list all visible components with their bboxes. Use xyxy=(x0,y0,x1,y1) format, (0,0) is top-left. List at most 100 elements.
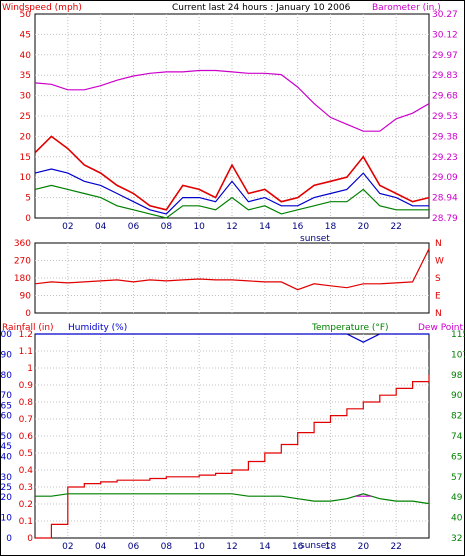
baro-tick-label: 29.83 xyxy=(432,71,458,81)
humidity-tick-label: 65 xyxy=(1,401,12,411)
humidity-tick-label: 70 xyxy=(1,391,13,401)
direction-tick-label: 0 xyxy=(25,309,31,319)
wind-tick-label: 35 xyxy=(20,71,31,81)
rain-tick-label: 0.8 xyxy=(19,398,34,408)
humidity-tick-label: 20 xyxy=(1,493,13,503)
direction-line xyxy=(34,248,430,291)
temp-tick-label: 74 xyxy=(451,432,463,442)
chart-title: Current last 24 hours : January 10 2006 xyxy=(172,3,351,13)
direction-series xyxy=(34,248,430,291)
temp-tick-label: 32 xyxy=(451,534,462,544)
direction-tick-label: 90 xyxy=(20,292,32,302)
baro-axis-label: Barometer (in.) xyxy=(372,3,441,13)
series-line-2 xyxy=(34,184,429,219)
temp-tick-label: 57 xyxy=(451,473,462,483)
rain-tick-label: 0.2 xyxy=(19,500,33,510)
baro-tick-label: 28.94 xyxy=(432,194,458,204)
direction-tick-label: 270 xyxy=(14,257,31,267)
x-tick-label: 06 xyxy=(128,222,140,232)
direction-tick-label: 180 xyxy=(14,274,31,284)
series-line-1 xyxy=(34,168,429,215)
sunset-label-top: sunset xyxy=(300,234,330,244)
rain-tick-label: 1.1 xyxy=(19,347,33,357)
wind-tick-label: 10 xyxy=(20,173,32,183)
x-tick-label: 22 xyxy=(390,542,401,552)
humidity-tick-label: 45 xyxy=(1,442,12,452)
x-tick-label: 16 xyxy=(292,542,304,552)
rain-tick-label: 1.2 xyxy=(19,330,33,340)
x-tick-label: 10 xyxy=(193,542,205,552)
x-tick-label: 18 xyxy=(325,542,337,552)
baro-y-axis-ticks: 28.79 28.94 29.09 29.23 29.38 29.53 29.68 29.83… xyxy=(432,10,458,224)
temp-tick-label: 98 xyxy=(451,371,463,381)
compass-tick-label: N xyxy=(435,309,442,319)
humidity-tick-label: 50 xyxy=(1,432,13,442)
humidity-tick-label: 40 xyxy=(1,452,13,462)
humidity-tick-label: 30 xyxy=(1,473,13,483)
rain-tick-label: 0.4 xyxy=(19,466,34,476)
compass-tick-label: E xyxy=(435,292,441,302)
series-line-p3-1 xyxy=(35,333,429,343)
x-tick-label: 08 xyxy=(161,542,173,552)
compass-tick-label: N xyxy=(435,239,442,249)
sunset-label-bottom: sunset xyxy=(300,541,330,551)
rain-temp-series xyxy=(35,333,430,539)
baro-tick-label: 28.79 xyxy=(432,214,458,224)
wind-tick-label: 30 xyxy=(20,92,32,102)
series-line-p3-0 xyxy=(35,374,430,539)
x-tick-label: 04 xyxy=(95,222,107,232)
x-tick-label: 12 xyxy=(226,542,237,552)
baro-tick-label: 29.23 xyxy=(432,153,458,163)
direction-y-axis-ticks: 0 90 180 270 360 xyxy=(14,239,31,319)
x-tick-label: 20 xyxy=(358,222,370,232)
x-tick-label: 02 xyxy=(62,222,73,232)
temp-tick-label: 65 xyxy=(451,452,462,462)
x-tick-label: 20 xyxy=(358,542,370,552)
humidity-tick-label: 0 xyxy=(6,534,12,544)
rain-tick-label: 0.3 xyxy=(19,483,33,493)
wind-y-axis-ticks: 0 5 10 15 20 25 30 35 40 45 50 xyxy=(20,10,32,224)
temp-tick-label: 40 xyxy=(451,514,463,524)
series-line-p3-2 xyxy=(35,493,430,505)
rain-tick-label: 0.5 xyxy=(19,449,33,459)
temp-tick-label: 107 xyxy=(451,350,465,360)
wind-tick-label: 5 xyxy=(25,194,31,204)
x-tick-label: 18 xyxy=(325,222,337,232)
dew-axis-label: Dew Point xyxy=(418,323,464,333)
baro-tick-label: 29.38 xyxy=(432,132,458,142)
rain-tick-label: 0 xyxy=(27,534,33,544)
rain-tick-label: 0.9 xyxy=(19,381,34,391)
temp-y-axis-ticks: 32 40 49 57 65 74 82 90 98 107 115 xyxy=(451,330,465,544)
humidity-tick-label: 60 xyxy=(1,412,13,422)
temp-tick-label: 49 xyxy=(451,493,463,503)
temp-tick-label: 115 xyxy=(451,330,465,340)
x-axis-ticks-top: 02 04 06 08 10 12 14 16 18 20 22 xyxy=(62,222,402,232)
temp-tick-label: 90 xyxy=(451,391,463,401)
rain-tick-label: 0.7 xyxy=(19,415,33,425)
x-tick-label: 10 xyxy=(193,222,205,232)
humidity-tick-label: 25 xyxy=(1,483,12,493)
baro-tick-label: 30.27 xyxy=(432,10,458,20)
x-tick-label: 02 xyxy=(62,542,73,552)
x-tick-label: 08 xyxy=(161,222,173,232)
baro-tick-label: 29.09 xyxy=(432,173,458,183)
x-tick-label: 06 xyxy=(128,542,140,552)
baro-tick-label: 29.68 xyxy=(432,92,458,102)
baro-tick-label: 29.97 xyxy=(432,51,458,61)
wind-axis-label: Windspeed (mph) xyxy=(2,3,82,13)
x-tick-label: 04 xyxy=(95,542,107,552)
humidity-tick-label: 10 xyxy=(1,514,13,524)
temp-axis-label: Temperature (°F) xyxy=(311,323,389,333)
humidity-axis-label: Humidity (%) xyxy=(68,323,127,333)
direction-tick-label: 360 xyxy=(14,239,31,249)
wind-tick-label: 50 xyxy=(20,10,32,20)
x-axis-ticks-bottom: 02 04 06 08 10 12 14 16 18 20 22 xyxy=(62,542,402,552)
x-tick-label: 16 xyxy=(292,222,304,232)
series-line-0 xyxy=(34,135,430,211)
wind-baro-series xyxy=(34,69,430,219)
rain-y-axis-ticks: 0 0.1 0.2 0.3 0.4 0.5 0.6 0.7 0.8 0.9 1 1.1 1.2 xyxy=(19,330,34,544)
x-tick-label: 22 xyxy=(390,222,401,232)
rain-tick-label: 0.1 xyxy=(19,517,33,527)
